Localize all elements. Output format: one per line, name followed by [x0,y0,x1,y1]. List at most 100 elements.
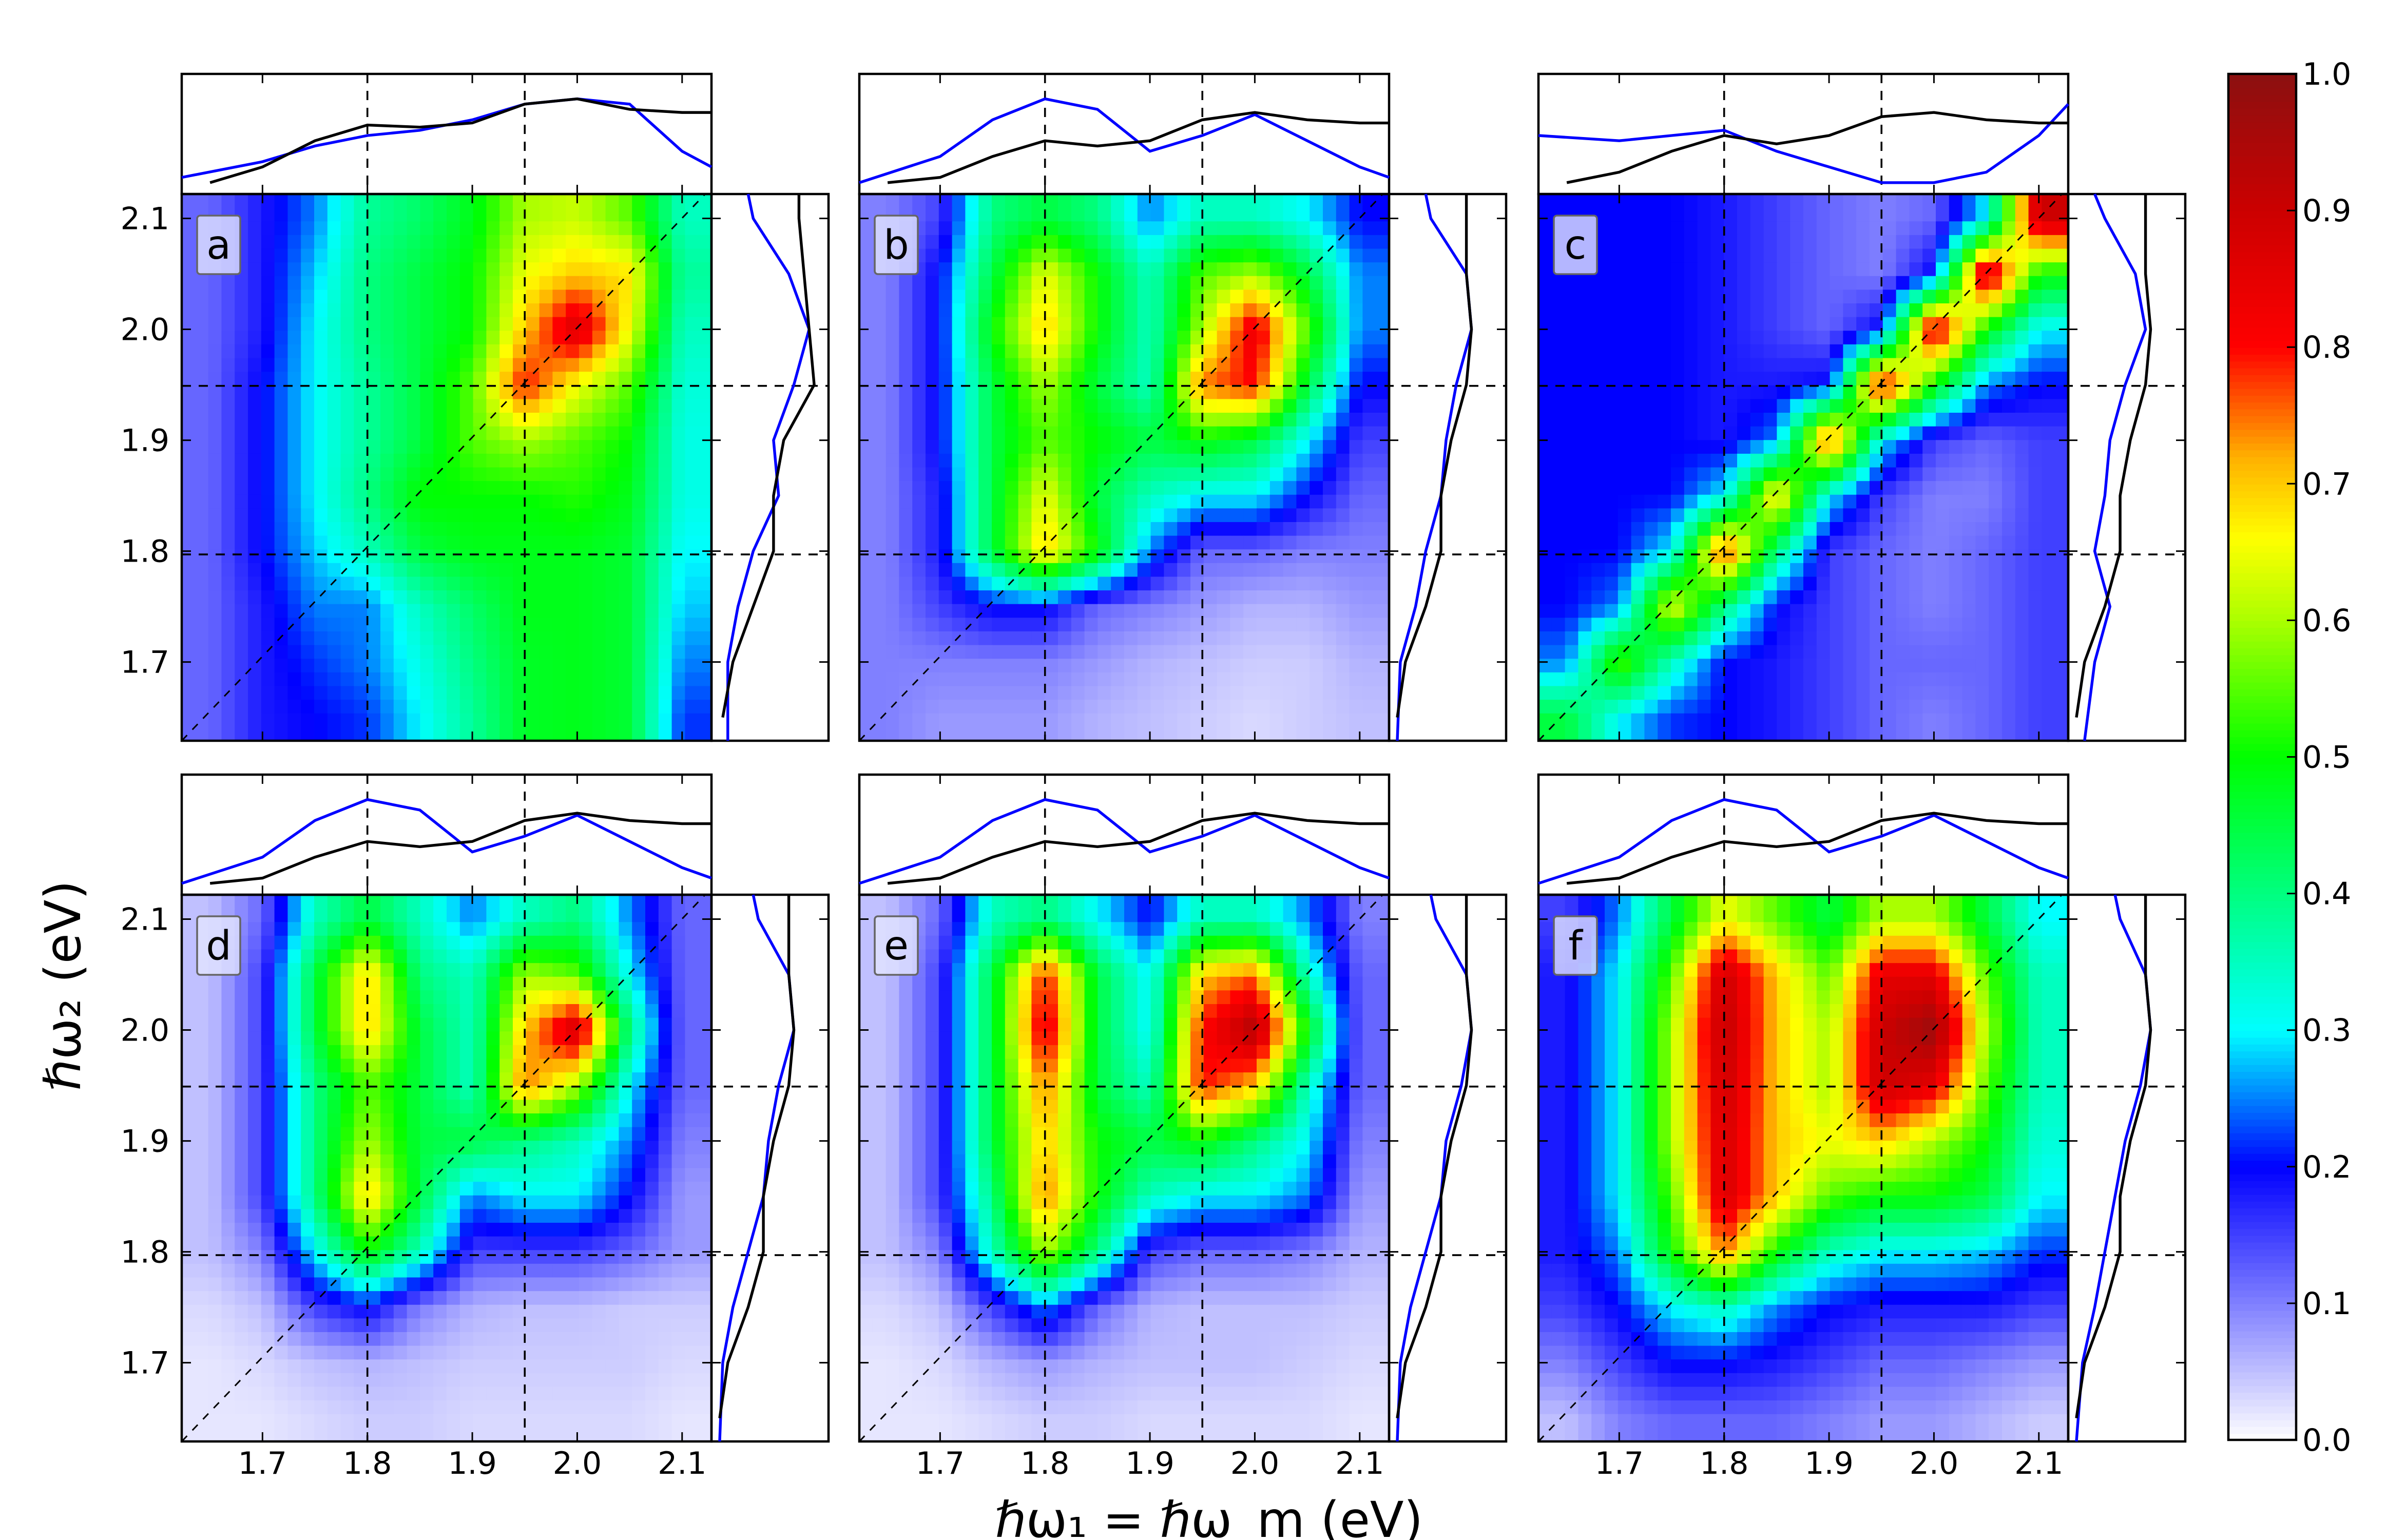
heatmap-cell [2028,344,2043,359]
heatmap-cell [685,194,699,208]
heatmap-cell [1909,535,1923,550]
heatmap-cell [912,618,927,632]
heatmap-cell [1098,207,1112,222]
heatmap-cell [698,508,713,523]
heatmap-cell [1323,549,1337,564]
heatmap-cell [1975,494,1990,509]
heatmap-cell [354,399,368,414]
heatmap-cell [1790,645,1804,660]
heatmap-cell [2042,645,2056,660]
heatmap-cell [433,194,448,208]
heatmap-cell [1283,563,1297,578]
heatmap-cell [287,372,302,386]
heatmap-cell [1578,194,1592,208]
heatmap-cell [1565,481,1579,495]
heatmap-cell [886,290,900,304]
heatmap-cell [859,659,873,673]
y-tick-label: 1.9 [121,423,169,459]
heatmap-cell [1230,700,1244,714]
heatmap-cell [1830,453,1844,468]
heatmap-cell [235,727,249,742]
heatmap-cell [658,645,672,660]
heatmap-cell [1283,290,1297,304]
heatmap-cell [685,508,699,523]
heatmap-cell [1578,713,1592,728]
heatmap-cell [671,248,686,263]
heatmap-cell [1362,576,1377,591]
heatmap-cell [859,440,873,455]
heatmap-cell [1618,727,1632,742]
heatmap-cell [1658,631,1672,646]
heatmap-cell [592,590,606,605]
heatmap-cell [354,358,368,373]
heatmap-cell [1989,645,2003,660]
heatmap-cell [645,276,659,291]
heatmap-cell [1269,207,1284,222]
heatmap-cell [2042,372,2056,386]
heatmap-cell [658,700,672,714]
heatmap-cell [1230,467,1244,482]
heatmap-cell [1922,563,1937,578]
heatmap-cell [459,895,474,909]
heatmap-cell [1538,413,1552,427]
heatmap-cell [579,221,593,236]
heatmap-cell [380,440,394,455]
heatmap-cell [1896,453,1910,468]
heatmap-cell [1989,413,2003,427]
heatmap-cell [1538,372,1552,386]
heatmap-cell [2055,727,2069,742]
heatmap-cell [1336,535,1350,550]
heatmap-cell [195,194,209,208]
heatmap-cell [1257,686,1270,701]
heatmap-cell [1962,494,1976,509]
heatmap-cell [327,331,341,345]
heatmap-cell [301,659,315,673]
heatmap-cell [1538,344,1552,359]
heatmap-cell [1257,522,1270,536]
heatmap-cell [393,618,408,632]
heatmap-cell [566,276,580,291]
heatmap-cell [1203,522,1218,536]
heatmap-cell [872,727,887,742]
heatmap-cell [1975,290,1990,304]
heatmap-cell [1949,358,1963,373]
heatmap-cell [1269,344,1284,359]
heatmap-cell [1618,549,1632,564]
heatmap-cell [354,317,368,332]
heatmap-cell [314,235,328,249]
heatmap-cell [473,700,487,714]
heatmap-cell [459,618,474,632]
heatmap-cell [1962,563,1976,578]
heatmap-cell [1005,576,1019,591]
heatmap-cell [1671,385,1685,400]
heatmap-cell [1005,672,1019,687]
heatmap-cell [1803,276,1817,291]
heatmap-cell [1737,576,1751,591]
heatmap-cell [261,535,275,550]
heatmap-cell [1124,618,1138,632]
heatmap-cell [1349,481,1363,495]
heatmap-cell [1230,618,1244,632]
heatmap-cell [1565,303,1579,318]
heatmap-cell [1962,385,1976,400]
heatmap-cell [407,207,421,222]
heatmap-cell [926,604,939,619]
heatmap-cell [1137,672,1151,687]
heatmap-cell [459,303,474,318]
heatmap-cell [248,549,262,564]
heatmap-cell [1283,467,1297,482]
heatmap-cell [1031,194,1046,208]
heatmap-cell [1644,317,1659,332]
heatmap-cell [552,604,567,619]
heatmap-cell [261,290,275,304]
heatmap-cell [1203,618,1218,632]
heatmap-cell [992,331,1006,345]
heatmap-cell [2015,563,2029,578]
heatmap-cell [592,221,606,236]
heatmap-cell [579,235,593,249]
top-marginal-frame [1537,72,2070,196]
heatmap-cell [447,727,460,742]
heatmap-cell [1018,604,1032,619]
heatmap-cell [486,686,500,701]
heatmap-cell [1605,590,1619,605]
